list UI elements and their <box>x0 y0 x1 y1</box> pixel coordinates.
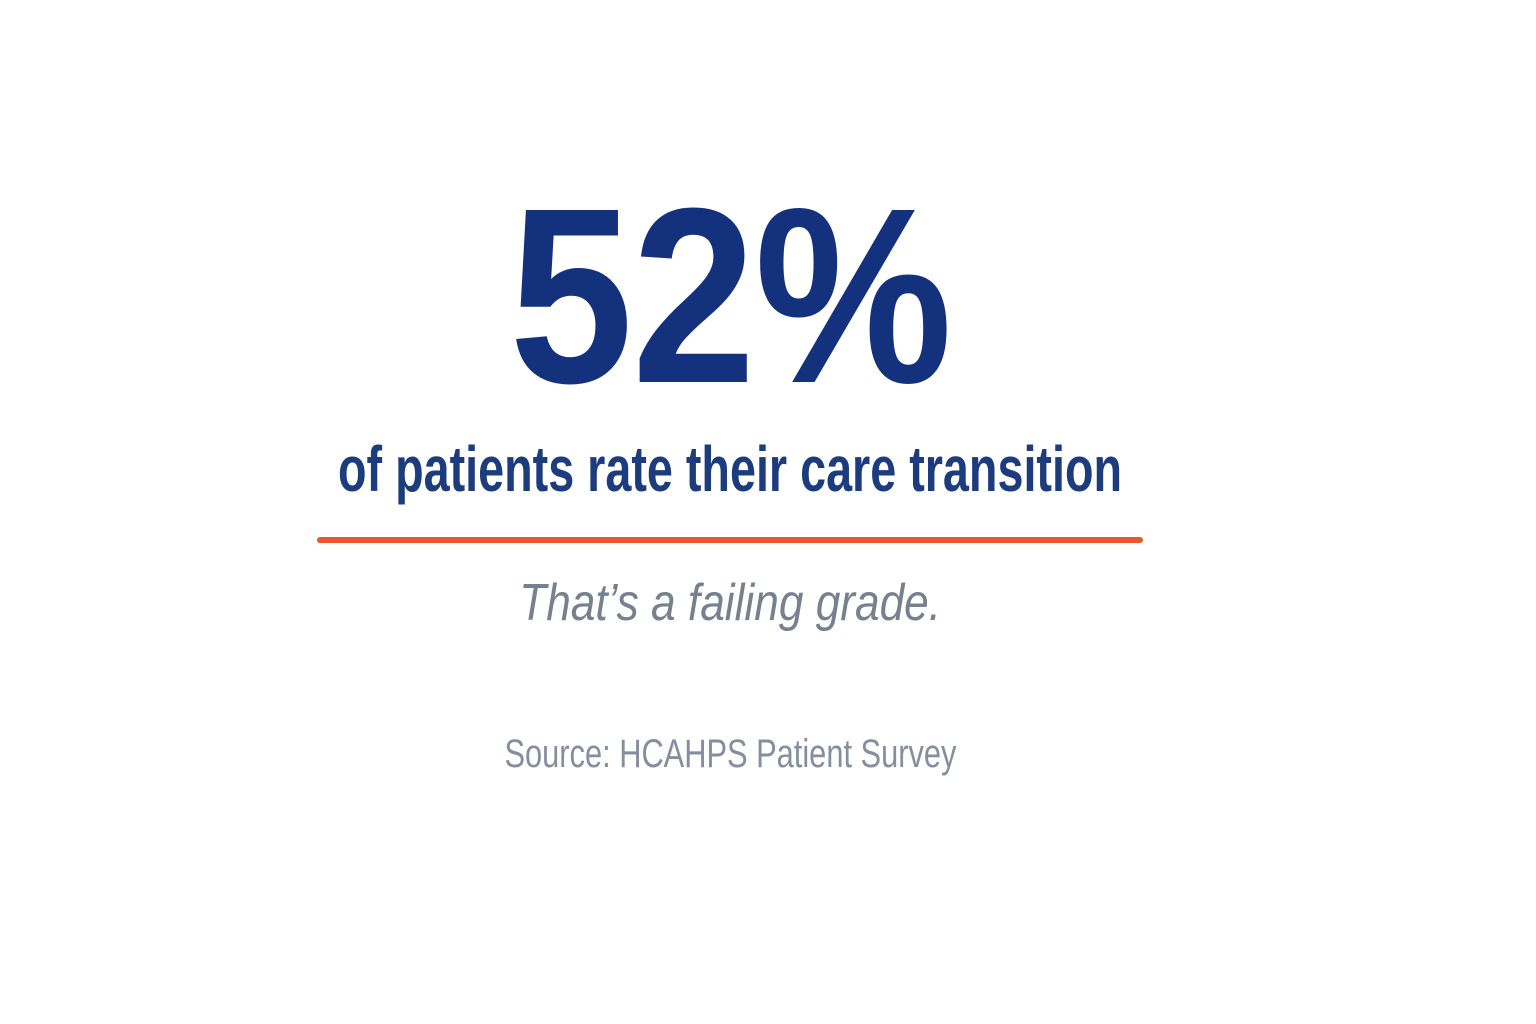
accent-divider <box>317 537 1143 543</box>
source-text: Source: HCAHPS Patient Survey <box>504 732 956 776</box>
stat-value-row: 52% <box>0 171 1498 421</box>
stat-description-row: of patients rate their care transition <box>0 437 1498 501</box>
stat-description: of patients rate their care transition <box>337 433 1123 505</box>
emphasis-text: That’s a failing grade. <box>519 574 941 632</box>
divider-row <box>0 537 1498 543</box>
stat-value: 52% <box>509 156 952 435</box>
source-row: Source: HCAHPS Patient Survey <box>0 734 1498 774</box>
emphasis-row: That’s a failing grade. <box>0 577 1498 629</box>
slide-content: 52% of patients rate their care transiti… <box>0 171 1498 774</box>
